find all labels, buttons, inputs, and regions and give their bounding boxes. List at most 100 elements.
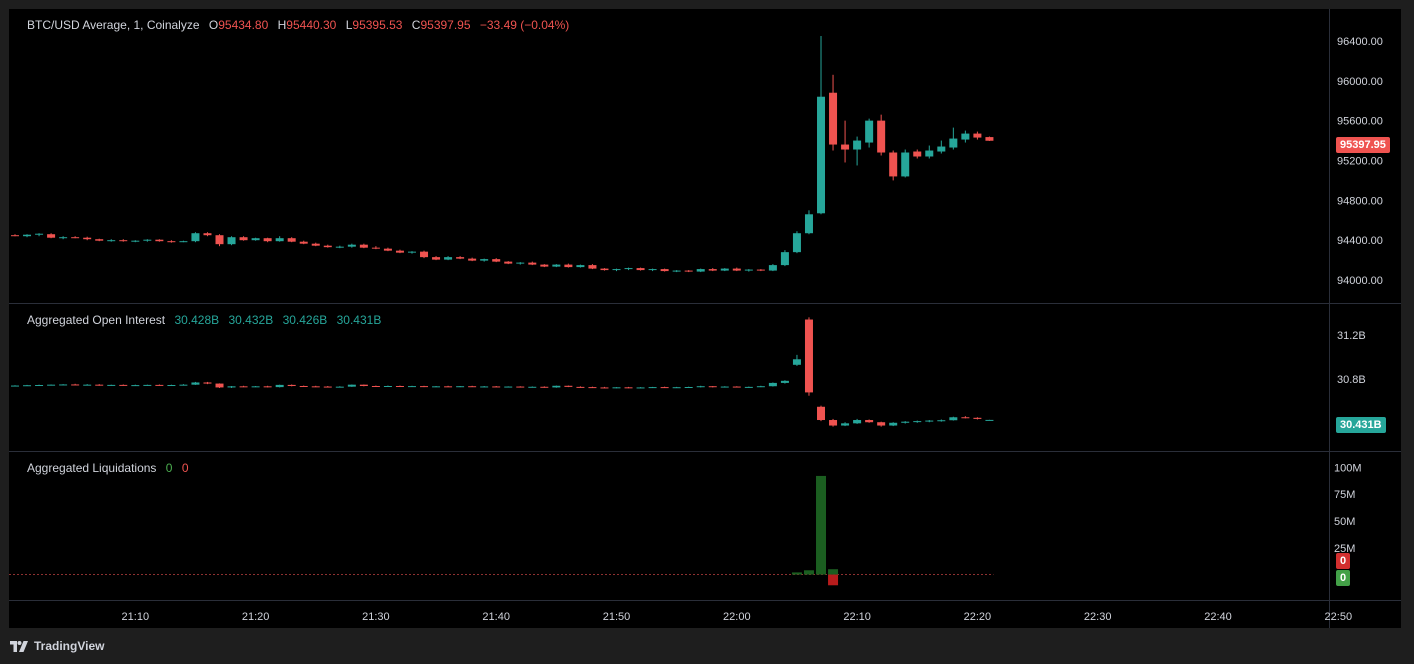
x-tick-label: 22:20	[964, 611, 992, 623]
price-candle	[155, 239, 164, 242]
price-candle	[636, 268, 645, 271]
price-candle	[684, 270, 693, 272]
oi-candle	[11, 385, 19, 387]
high-value: 95440.30	[286, 18, 337, 32]
price-legend: BTC/USD Average, 1, Coinalyze O95434.80 …	[27, 18, 569, 32]
oi-candle	[913, 421, 922, 423]
price-candle	[251, 238, 260, 241]
price-candle	[973, 133, 982, 138]
price-candle	[287, 238, 296, 242]
oi-candle	[131, 385, 140, 387]
oi-candle	[323, 386, 332, 388]
oi-candle	[504, 386, 513, 388]
price-candle	[420, 251, 429, 258]
x-tick-label: 21:10	[122, 611, 150, 623]
price-candle	[780, 252, 789, 266]
price-candle	[407, 251, 416, 253]
high-label: H	[277, 18, 287, 32]
price-y-tick-label: 94400.00	[1337, 235, 1383, 247]
price-candle	[23, 234, 32, 237]
price-candle	[11, 235, 19, 237]
oi-candle	[672, 387, 681, 389]
liq-long-bar	[816, 475, 827, 575]
oi-candle	[107, 384, 116, 386]
oi-candle	[167, 385, 176, 387]
liq-short-bar	[828, 574, 839, 586]
price-candle	[311, 243, 320, 246]
oi-candle	[732, 386, 741, 388]
chart-canvas[interactable]: 96400.00 96000.00 95600.00 95200.00 94800.00…	[9, 9, 1401, 628]
last-oi-tag: 30.431B	[1336, 417, 1386, 433]
oi-title[interactable]: Aggregated Open Interest	[27, 313, 166, 327]
price-candle	[347, 244, 356, 247]
tradingview-logo-icon[interactable]	[10, 640, 28, 652]
oi-candle	[263, 386, 272, 388]
price-candle	[119, 240, 128, 242]
oi-candle	[600, 387, 609, 389]
oi-candle	[95, 384, 104, 386]
liq-long-tag: 0	[1336, 570, 1351, 586]
oi-candle	[287, 384, 296, 387]
price-candle	[925, 150, 934, 157]
oi-candle	[624, 387, 633, 389]
price-candle	[395, 250, 404, 253]
price-candle	[564, 264, 573, 268]
chart-frame: 96400.00 96000.00 95600.00 95200.00 94800.00…	[9, 9, 1401, 628]
oi-candle	[71, 384, 80, 386]
price-candle	[937, 146, 946, 152]
price-candle	[456, 257, 465, 259]
price-candle	[167, 241, 176, 243]
oi-candle	[47, 384, 56, 386]
x-tick-label: 21:30	[362, 611, 390, 623]
oi-candle	[155, 384, 164, 386]
price-candle	[83, 237, 92, 240]
oi-candle	[420, 386, 429, 388]
x-tick-label: 22:40	[1204, 611, 1232, 623]
brand-label[interactable]: TradingView	[34, 639, 105, 653]
price-candle	[131, 240, 140, 242]
oi-candle	[985, 419, 994, 421]
price-candle	[720, 268, 729, 271]
oi-candle	[444, 386, 453, 388]
price-candle	[552, 264, 561, 267]
oi-candle	[347, 384, 356, 387]
oi-candle	[179, 384, 188, 386]
oi-candle	[744, 386, 753, 388]
oi-candle	[648, 387, 657, 389]
oi-candle	[468, 386, 477, 388]
price-candle	[179, 241, 188, 243]
price-candle	[359, 244, 368, 248]
liq-long-bar	[791, 572, 802, 575]
liq-y-tick-label: 50M	[1334, 516, 1355, 528]
change-value: −33.49 (−0.04%)	[479, 18, 570, 32]
price-candle	[660, 269, 669, 272]
symbol-label[interactable]: BTC/USD Average, 1, Coinalyze	[27, 18, 200, 32]
oi-close-value: 30.431B	[336, 313, 382, 327]
oi-candle	[311, 386, 320, 388]
oi-candle	[251, 386, 260, 388]
oi-candle	[768, 382, 777, 387]
price-candle	[865, 120, 874, 143]
liq-y-tick-label: 75M	[1334, 489, 1355, 501]
oi-candle	[239, 386, 248, 388]
oi-candle	[829, 420, 838, 426]
price-candle	[841, 144, 850, 150]
oi-candle	[299, 386, 308, 388]
liq-title[interactable]: Aggregated Liquidations	[27, 461, 157, 475]
oi-candle	[516, 386, 525, 388]
low-label: L	[345, 18, 353, 32]
oi-candle	[432, 386, 441, 388]
price-candle	[335, 246, 344, 248]
last-price-tag: 95397.95	[1336, 137, 1390, 153]
price-candle	[853, 140, 862, 150]
oi-candle	[203, 382, 212, 384]
open-label: O	[208, 18, 219, 32]
liq-short-tag: 0	[1336, 553, 1351, 569]
price-candle	[696, 269, 705, 272]
oi-candle	[588, 387, 597, 389]
oi-candle	[841, 423, 850, 426]
price-candle	[600, 268, 609, 271]
oi-candle	[696, 386, 705, 388]
price-y-tick-label: 94000.00	[1337, 275, 1383, 287]
price-candle	[432, 257, 441, 260]
